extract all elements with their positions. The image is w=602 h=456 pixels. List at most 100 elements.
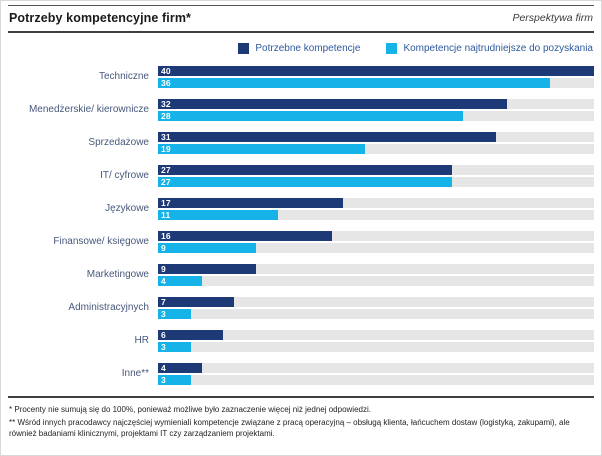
bar-value-label: 9: [161, 264, 166, 274]
chart-row: Administracyjnych 7 3: [8, 297, 594, 319]
bar-value-label: 40: [161, 66, 171, 76]
bar-hardest-to-acquire: 3: [158, 375, 191, 385]
category-label: Sprzedażowe: [88, 136, 149, 148]
legend-swatch-icon: [238, 43, 250, 54]
chart-header: Potrzeby kompetencyjne firm* Perspektywa…: [8, 6, 594, 31]
bar-value-label: 31: [161, 132, 171, 142]
bar-needed-competencies: 32: [158, 99, 507, 109]
bar-pair: 17 11: [158, 198, 594, 220]
bar-needed-competencies: 4: [158, 363, 202, 373]
legend-label: Kompetencje najtrudniejsze do pozyskania: [403, 43, 593, 54]
chart-row: Inne** 4 3: [8, 363, 594, 385]
bar-value-label: 3: [161, 309, 166, 319]
bar-needed-competencies: 31: [158, 132, 496, 142]
bar-track: 4: [158, 363, 594, 373]
bar-pair: 16 9: [158, 231, 594, 253]
bar-track: 27: [158, 177, 594, 187]
top-rule: [8, 5, 594, 6]
bar-chart: Techniczne 40 36 Menedżerskie/ kierownicze 3…: [8, 66, 594, 385]
chart-row: Sprzedażowe 31 19: [8, 132, 594, 154]
bar-hardest-to-acquire: 28: [158, 111, 464, 121]
legend-swatch-icon: [386, 43, 398, 54]
category-label: Finansowe/ księgowe: [53, 235, 149, 247]
category-label: Inne**: [121, 367, 149, 379]
bar-hardest-to-acquire: 19: [158, 144, 366, 154]
chart-row: Techniczne 40 36: [8, 66, 594, 88]
category-label: HR: [134, 334, 149, 346]
bar-track: 31: [158, 132, 594, 142]
bar-value-label: 11: [161, 210, 171, 220]
bar-hardest-to-acquire: 3: [158, 342, 191, 352]
bar-track: 40: [158, 66, 594, 76]
bar-needed-competencies: 9: [158, 264, 257, 274]
bar-value-label: 27: [161, 165, 171, 175]
chart-legend: Potrzebne kompetencje Kompetencje najtrud…: [8, 43, 594, 54]
bar-pair: 31 19: [158, 132, 594, 154]
bar-value-label: 6: [161, 330, 166, 340]
bar-hardest-to-acquire: 4: [158, 276, 202, 286]
bar-needed-competencies: 16: [158, 231, 333, 241]
legend-item: Potrzebne kompetencje: [238, 43, 360, 54]
report-page: Potrzeby kompetencyjne firm* Perspektywa…: [1, 1, 601, 440]
bar-track: 4: [158, 276, 594, 286]
bar-track: 7: [158, 297, 594, 307]
bar-track: 36: [158, 78, 594, 88]
bar-needed-competencies: 7: [158, 297, 235, 307]
bar-hardest-to-acquire: 27: [158, 177, 453, 187]
bar-needed-competencies: 6: [158, 330, 224, 340]
bar-track: 32: [158, 99, 594, 109]
bar-value-label: 19: [161, 144, 171, 154]
bar-track: 28: [158, 111, 594, 121]
bar-needed-competencies: 27: [158, 165, 453, 175]
bar-needed-competencies: 40: [158, 66, 594, 76]
chart-row: Menedżerskie/ kierownicze 32 28: [8, 99, 594, 121]
bottom-rule: [8, 396, 594, 398]
header-rule: [8, 31, 594, 33]
bar-hardest-to-acquire: 9: [158, 243, 257, 253]
bar-hardest-to-acquire: 11: [158, 210, 278, 220]
perspective-label: Perspektywa firm: [512, 12, 593, 24]
bar-value-label: 3: [161, 342, 166, 352]
category-label: Administracyjnych: [68, 301, 149, 313]
chart-row: Finansowe/ księgowe 16 9: [8, 231, 594, 253]
bar-track: 9: [158, 264, 594, 274]
bar-track: 16: [158, 231, 594, 241]
category-label: Marketingowe: [86, 268, 149, 280]
category-label: Menedżerskie/ kierownicze: [28, 103, 149, 115]
chart-row: IT/ cyfrowe 27 27: [8, 165, 594, 187]
bar-value-label: 17: [161, 198, 171, 208]
bar-value-label: 36: [161, 78, 171, 88]
bar-track: 3: [158, 342, 594, 352]
bar-value-label: 4: [161, 363, 166, 373]
legend-item: Kompetencje najtrudniejsze do pozyskania: [386, 43, 593, 54]
chart-row: HR 6 3: [8, 330, 594, 352]
bar-pair: 32 28: [158, 99, 594, 121]
footnote-2: ** Wśród innych pracodawcy najczęściej w…: [9, 417, 570, 439]
bar-track: 6: [158, 330, 594, 340]
chart-row: Marketingowe 9 4: [8, 264, 594, 286]
bar-track: 27: [158, 165, 594, 175]
footnotes: * Procenty nie sumują się do 100%, ponie…: [8, 398, 594, 440]
bar-value-label: 28: [161, 111, 171, 121]
category-label: Językowe: [105, 202, 149, 214]
category-label: Techniczne: [98, 70, 149, 82]
bar-needed-competencies: 17: [158, 198, 344, 208]
legend-label: Potrzebne kompetencje: [255, 43, 361, 54]
bar-track: 9: [158, 243, 594, 253]
bar-hardest-to-acquire: 36: [158, 78, 551, 88]
bar-track: 3: [158, 309, 594, 319]
bar-hardest-to-acquire: 3: [158, 309, 191, 319]
category-label: IT/ cyfrowe: [100, 169, 149, 181]
bar-track: 3: [158, 375, 594, 385]
footnote-1: * Procenty nie sumują się do 100%, ponie…: [9, 405, 371, 414]
page-title: Potrzeby kompetencyjne firm*: [9, 11, 192, 25]
bar-value-label: 3: [161, 375, 166, 385]
bar-pair: 40 36: [158, 66, 594, 88]
chart-row: Językowe 17 11: [8, 198, 594, 220]
bar-value-label: 7: [161, 297, 166, 307]
bar-value-label: 4: [161, 276, 166, 286]
